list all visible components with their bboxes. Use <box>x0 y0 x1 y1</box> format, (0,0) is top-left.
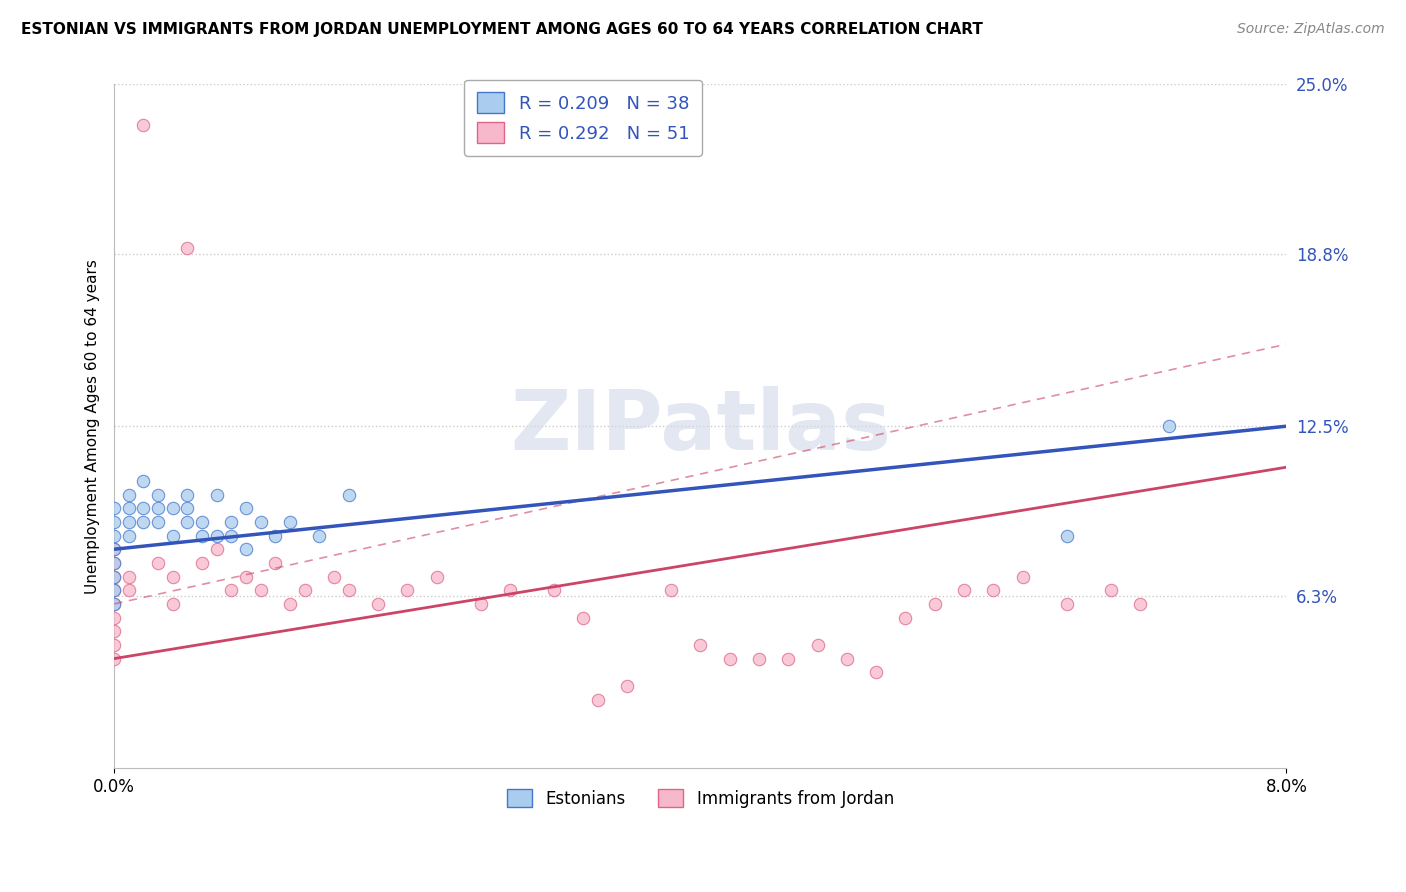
Point <box>367 597 389 611</box>
Point <box>294 583 316 598</box>
Point <box>572 610 595 624</box>
Point <box>132 501 155 516</box>
Point <box>103 515 125 529</box>
Point <box>103 597 125 611</box>
Point <box>924 597 946 611</box>
Point <box>235 569 257 583</box>
Point <box>103 624 125 639</box>
Point <box>1129 597 1152 611</box>
Point <box>249 583 271 598</box>
Point <box>162 569 184 583</box>
Point <box>205 487 228 501</box>
Point <box>337 487 360 501</box>
Point <box>308 528 330 542</box>
Point <box>426 569 449 583</box>
Point <box>146 515 169 529</box>
Point <box>1056 597 1078 611</box>
Legend: Estonians, Immigrants from Jordan: Estonians, Immigrants from Jordan <box>501 783 901 814</box>
Point <box>118 569 141 583</box>
Point <box>718 651 741 665</box>
Point <box>543 583 565 598</box>
Point <box>103 556 125 570</box>
Point <box>221 528 243 542</box>
Text: ESTONIAN VS IMMIGRANTS FROM JORDAN UNEMPLOYMENT AMONG AGES 60 TO 64 YEARS CORREL: ESTONIAN VS IMMIGRANTS FROM JORDAN UNEMP… <box>21 22 983 37</box>
Point <box>118 515 141 529</box>
Point <box>278 515 301 529</box>
Point <box>337 583 360 598</box>
Point <box>103 528 125 542</box>
Point <box>118 583 141 598</box>
Point <box>249 515 271 529</box>
Point <box>806 638 828 652</box>
Point <box>748 651 770 665</box>
Point <box>132 515 155 529</box>
Point <box>103 569 125 583</box>
Point <box>983 583 1005 598</box>
Point <box>103 638 125 652</box>
Point <box>278 597 301 611</box>
Y-axis label: Unemployment Among Ages 60 to 64 years: Unemployment Among Ages 60 to 64 years <box>86 259 100 594</box>
Point <box>778 651 800 665</box>
Point <box>103 583 125 598</box>
Point <box>103 542 125 557</box>
Point <box>470 597 492 611</box>
Point <box>1011 569 1033 583</box>
Point <box>221 515 243 529</box>
Text: Source: ZipAtlas.com: Source: ZipAtlas.com <box>1237 22 1385 37</box>
Point <box>162 501 184 516</box>
Point <box>205 528 228 542</box>
Point <box>235 542 257 557</box>
Point <box>103 569 125 583</box>
Point <box>176 242 198 256</box>
Point <box>176 501 198 516</box>
Point <box>103 597 125 611</box>
Point <box>264 528 287 542</box>
Point <box>1099 583 1122 598</box>
Point <box>132 119 155 133</box>
Point <box>191 515 214 529</box>
Point <box>103 501 125 516</box>
Point <box>103 542 125 557</box>
Point <box>953 583 976 598</box>
Point <box>1056 528 1078 542</box>
Point <box>191 556 214 570</box>
Point <box>162 597 184 611</box>
Point <box>132 474 155 488</box>
Point <box>176 487 198 501</box>
Point <box>396 583 419 598</box>
Point <box>146 556 169 570</box>
Point <box>103 651 125 665</box>
Point <box>894 610 917 624</box>
Point <box>659 583 682 598</box>
Point <box>1159 419 1181 434</box>
Point <box>221 583 243 598</box>
Point <box>616 679 638 693</box>
Point <box>162 528 184 542</box>
Point <box>118 487 141 501</box>
Text: ZIPatlas: ZIPatlas <box>510 385 891 467</box>
Point <box>586 692 609 706</box>
Point <box>235 501 257 516</box>
Point <box>146 487 169 501</box>
Point <box>146 501 169 516</box>
Point <box>499 583 522 598</box>
Point <box>103 610 125 624</box>
Point <box>865 665 887 680</box>
Point <box>323 569 346 583</box>
Point <box>205 542 228 557</box>
Point <box>264 556 287 570</box>
Point <box>103 583 125 598</box>
Point <box>689 638 711 652</box>
Point <box>176 515 198 529</box>
Point <box>103 556 125 570</box>
Point <box>118 528 141 542</box>
Point <box>835 651 858 665</box>
Point <box>118 501 141 516</box>
Point <box>191 528 214 542</box>
